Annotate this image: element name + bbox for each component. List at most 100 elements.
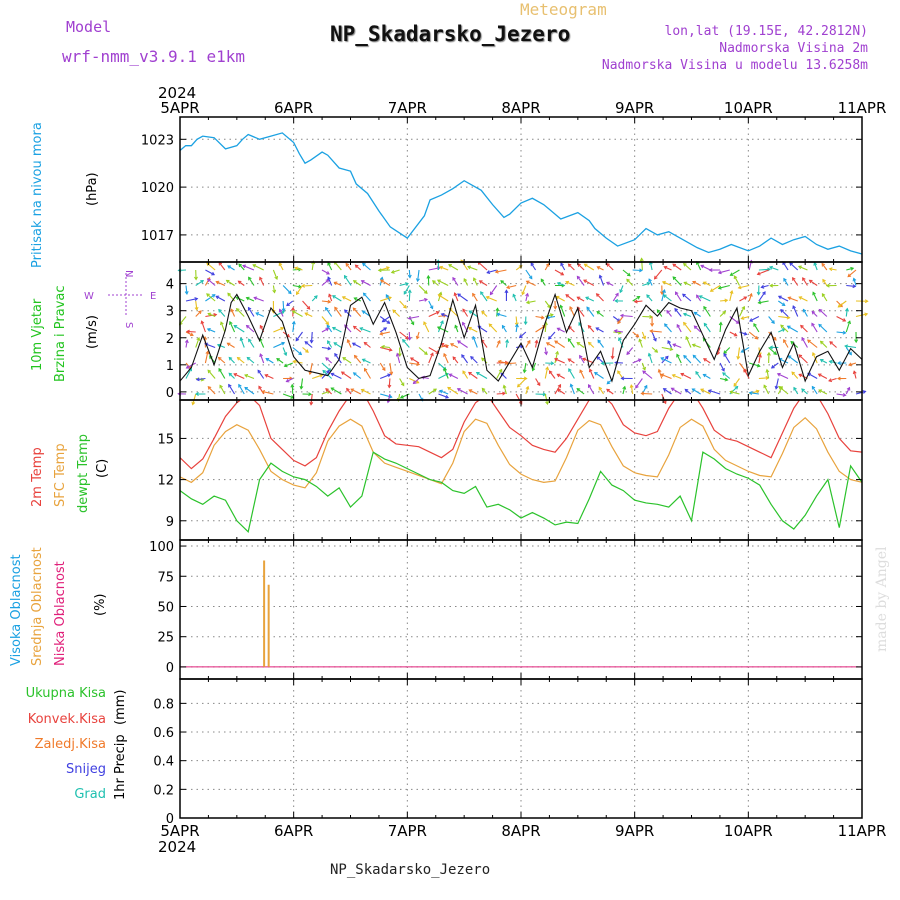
wind-arrowhead bbox=[436, 326, 441, 330]
wind-arrow bbox=[651, 331, 657, 342]
wind-arrowhead bbox=[361, 262, 366, 267]
pressure-line bbox=[179, 132, 863, 255]
wind-arrow bbox=[321, 362, 332, 372]
wind-arrowhead bbox=[560, 271, 565, 276]
wind-arrowhead bbox=[379, 331, 384, 336]
wind-arrow bbox=[768, 347, 777, 355]
wind-arrowhead bbox=[619, 289, 623, 294]
wind-arrow bbox=[327, 340, 333, 348]
wind-arrow bbox=[428, 347, 439, 354]
wind-arrow bbox=[300, 378, 304, 389]
wind-arrow bbox=[417, 269, 420, 282]
wind-arrow bbox=[473, 277, 478, 286]
wind-arrowhead bbox=[760, 284, 765, 289]
wind-arrowhead bbox=[525, 280, 530, 285]
wind-arrowhead bbox=[691, 343, 696, 348]
wind-arrow bbox=[506, 284, 517, 289]
wind-arrowhead bbox=[215, 280, 220, 285]
wind-arrowhead bbox=[674, 307, 678, 312]
precip-unit-label: (mm) bbox=[113, 690, 128, 725]
wind-arrowhead bbox=[407, 316, 412, 321]
panel-frame bbox=[179, 261, 863, 401]
wind-arrowhead bbox=[402, 338, 406, 343]
wind-arrow bbox=[769, 266, 779, 271]
wind-arrow bbox=[463, 278, 469, 286]
wind-arrowhead bbox=[333, 342, 338, 346]
wind-arrowhead bbox=[436, 279, 441, 284]
wind-arrow bbox=[798, 296, 808, 302]
wind-arrowhead bbox=[852, 284, 857, 289]
wind-arrowhead bbox=[818, 308, 823, 313]
wind-arrow bbox=[778, 386, 789, 395]
product-label: Meteogram bbox=[520, 0, 607, 19]
wind-arrow bbox=[325, 307, 333, 317]
wind-arrowhead bbox=[448, 264, 452, 268]
wind-arrow bbox=[768, 316, 775, 324]
wind-arrow bbox=[312, 374, 323, 380]
date-label-bottom: 7APR bbox=[388, 822, 427, 840]
wind-arrowhead bbox=[456, 388, 461, 392]
wind-arrow bbox=[589, 369, 595, 379]
wind-arrowhead bbox=[457, 293, 461, 297]
wind-arrowhead bbox=[449, 343, 454, 347]
wind-arrow bbox=[448, 264, 459, 271]
wind-arrow bbox=[204, 351, 209, 364]
legend-zaledj-kisa: Zaledj.Kisa bbox=[34, 737, 106, 752]
wind-arrowhead bbox=[331, 326, 336, 331]
wind-arrow bbox=[526, 280, 536, 286]
wind-arrow bbox=[408, 269, 411, 278]
wind-arrowhead bbox=[653, 275, 658, 280]
wind-arrow bbox=[477, 261, 488, 271]
wind-arrowhead bbox=[692, 354, 697, 359]
wind-arrowhead bbox=[545, 401, 549, 406]
y-tick-label: 1017 bbox=[141, 229, 174, 244]
wind-arrow bbox=[703, 373, 711, 379]
wind-arrow bbox=[334, 261, 342, 271]
wind-arrowhead bbox=[340, 371, 345, 375]
wind-arrow bbox=[205, 294, 216, 302]
wind-arrowhead bbox=[472, 292, 476, 297]
wind-arrow bbox=[428, 300, 434, 309]
wind-arrowhead bbox=[207, 312, 212, 317]
wind-arrowhead bbox=[195, 392, 199, 397]
wind-arrowhead bbox=[846, 386, 851, 391]
y-tick-label: 4 bbox=[166, 278, 174, 293]
wind-arrow bbox=[310, 331, 313, 343]
wind-arrow bbox=[544, 322, 547, 333]
wind-arrow bbox=[661, 346, 673, 351]
date-label-bottom: 10APR bbox=[724, 822, 773, 840]
wind-arrow bbox=[525, 269, 533, 279]
wind-arrowhead bbox=[226, 342, 231, 347]
wind-arrow bbox=[594, 372, 604, 379]
wind-arrow bbox=[207, 386, 216, 395]
pressure-series-label: Pritisak na nivou mora bbox=[30, 122, 45, 268]
wind-arrow bbox=[662, 281, 672, 287]
wind-arrow bbox=[588, 384, 595, 395]
wind-arrowhead bbox=[672, 263, 677, 268]
wind-arrow bbox=[195, 280, 204, 286]
wind-arrow bbox=[648, 353, 653, 364]
wind-arrowhead bbox=[478, 280, 483, 284]
wind-arrow bbox=[327, 276, 333, 286]
wind-arrow bbox=[218, 368, 226, 379]
wind-arrow bbox=[568, 368, 575, 379]
wind-arrow bbox=[387, 393, 391, 403]
wind-unit-label: (m/s) bbox=[85, 315, 100, 349]
wind-arrow bbox=[722, 372, 731, 379]
wind-arrowhead bbox=[389, 371, 394, 376]
wind-arrowhead bbox=[556, 281, 561, 286]
wind-arrowhead bbox=[545, 366, 550, 371]
wind-arrow bbox=[617, 370, 624, 379]
wind-arrowhead bbox=[325, 388, 329, 392]
wind-arrow bbox=[468, 327, 478, 333]
wind-arrow bbox=[778, 300, 786, 306]
wind-arrowhead bbox=[556, 373, 561, 378]
wind-arrow bbox=[560, 262, 566, 271]
wind-arrow bbox=[596, 356, 604, 364]
wind-arrowhead bbox=[736, 355, 741, 360]
wind-arrow bbox=[554, 351, 559, 364]
wind-arrowhead bbox=[244, 373, 249, 378]
wind-arrowhead bbox=[205, 350, 210, 355]
wind-arrowhead bbox=[415, 335, 420, 340]
panel-frame bbox=[179, 399, 863, 541]
